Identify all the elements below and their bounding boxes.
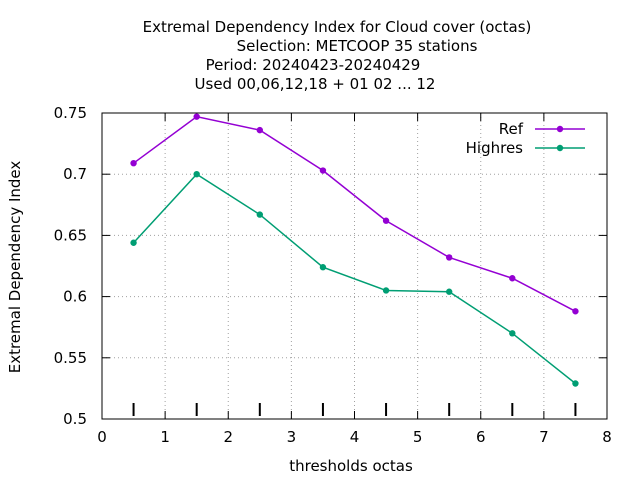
data-point xyxy=(319,167,327,174)
series xyxy=(130,113,579,387)
data-point xyxy=(509,330,516,337)
data-point xyxy=(130,159,137,167)
legend-label: Highres xyxy=(466,139,524,157)
data-point xyxy=(193,171,200,178)
tick-labels: 0.5 0.55 0.6 0.65 0.7 0.75 0 1 2 3 4 5 6 7 8 xyxy=(54,104,612,446)
data-point xyxy=(509,275,516,282)
x-tick-label: 5 xyxy=(413,428,423,446)
series-line xyxy=(133,173,576,385)
y-tick-label: 0.75 xyxy=(54,104,87,122)
x-tick-label: 8 xyxy=(602,428,612,446)
y-axis-label: Extremal Dependency Index xyxy=(6,161,24,374)
title-line-2: Selection: METCOOP 35 stations xyxy=(237,37,478,55)
title-line-3: Period: 20240423-20240429 xyxy=(206,56,421,74)
y-tick-label: 0.7 xyxy=(63,165,87,183)
data-point xyxy=(445,254,453,261)
x-tick-label: 6 xyxy=(476,428,486,446)
legend-marker xyxy=(556,144,564,152)
x-tick-label: 2 xyxy=(223,428,233,446)
axes xyxy=(101,112,608,420)
y-tick-label: 0.55 xyxy=(54,349,87,367)
chart-title: Extremal Dependency Index for Cloud cove… xyxy=(143,18,532,93)
data-point xyxy=(256,211,264,218)
title-line-1: Extremal Dependency Index for Cloud cove… xyxy=(143,18,532,36)
data-point xyxy=(382,287,390,294)
data-point xyxy=(572,308,579,315)
data-point xyxy=(572,380,579,387)
data-point xyxy=(130,239,137,246)
plot-border xyxy=(101,112,608,420)
series-ref xyxy=(130,113,579,315)
x-tick-label: 7 xyxy=(539,428,549,446)
data-point xyxy=(382,217,390,224)
data-point xyxy=(256,126,264,134)
data-point xyxy=(193,113,200,120)
series-line xyxy=(133,115,576,312)
data-point xyxy=(319,264,327,271)
x-tick-label: 0 xyxy=(97,428,107,446)
x-axis-label: thresholds octas xyxy=(289,457,413,475)
x-tick-label: 1 xyxy=(160,428,170,446)
legend-label: Ref xyxy=(499,120,524,138)
title-line-4: Used 00,06,12,18 + 01 02 ... 12 xyxy=(195,75,436,93)
grid xyxy=(102,113,607,419)
data-point xyxy=(445,288,453,295)
x-tick-label: 3 xyxy=(287,428,297,446)
series-highres xyxy=(130,171,579,387)
y-tick-label: 0.5 xyxy=(63,410,87,428)
x-tick-label: 4 xyxy=(350,428,360,446)
y-tick-label: 0.65 xyxy=(54,226,87,244)
legend-marker xyxy=(556,125,564,133)
y-tick-label: 0.6 xyxy=(63,288,87,306)
